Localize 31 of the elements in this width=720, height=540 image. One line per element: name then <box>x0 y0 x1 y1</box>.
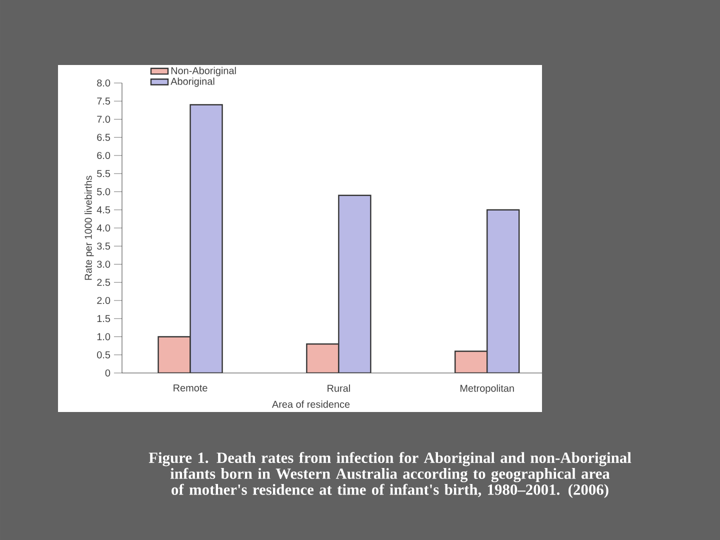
x-tick-label: Rural <box>328 384 350 392</box>
y-tick-label: 5.0 <box>97 188 110 196</box>
y-tick-label: 4.0 <box>96 224 110 232</box>
y-tick-label: 3.5 <box>97 242 110 250</box>
text: Figure 1. Death rates from infection for Aboriginal and non-Aboriginal infants born in Western Australia according to geographical area of mother's residence at time of infant's birth, 1980–2001. (2006) <box>148 452 632 498</box>
y-tick-label: 7.5 <box>97 98 110 105</box>
bar <box>190 104 223 373</box>
x-tick-label: Remote <box>174 384 208 392</box>
bar <box>454 350 488 373</box>
bar <box>158 336 191 373</box>
y-axis-title: Rate per 1000 livebirths <box>84 176 94 280</box>
y-tick-label: 3.0 <box>97 260 110 268</box>
bar <box>486 209 520 373</box>
y-tick-label: 5.5 <box>97 170 110 178</box>
x-tick-label: Metropolitan <box>460 384 514 394</box>
x-axis-title: Area of residence <box>272 400 350 408</box>
y-tick-label: 4.5 <box>96 206 110 214</box>
bar <box>338 194 372 373</box>
bar <box>306 343 340 373</box>
y-tick-label: 0.5 <box>97 351 110 358</box>
y-tick-label: 2.5 <box>97 278 110 286</box>
y-tick-label: 8.0 <box>97 79 110 87</box>
legend-label: Aboriginal <box>170 78 214 87</box>
y-tick-label: 2.0 <box>97 296 110 304</box>
y-tick-label: 1.0 <box>97 333 110 340</box>
y-tick-label: 0 <box>105 369 110 377</box>
y-tick-label: 7.0 <box>97 116 110 123</box>
y-tick-label: 6.0 <box>97 152 110 160</box>
legend-label: Non-Aboriginal <box>171 66 236 76</box>
y-tick-label: 1.5 <box>97 315 110 322</box>
y-tick-label: 6.5 <box>97 134 110 141</box>
